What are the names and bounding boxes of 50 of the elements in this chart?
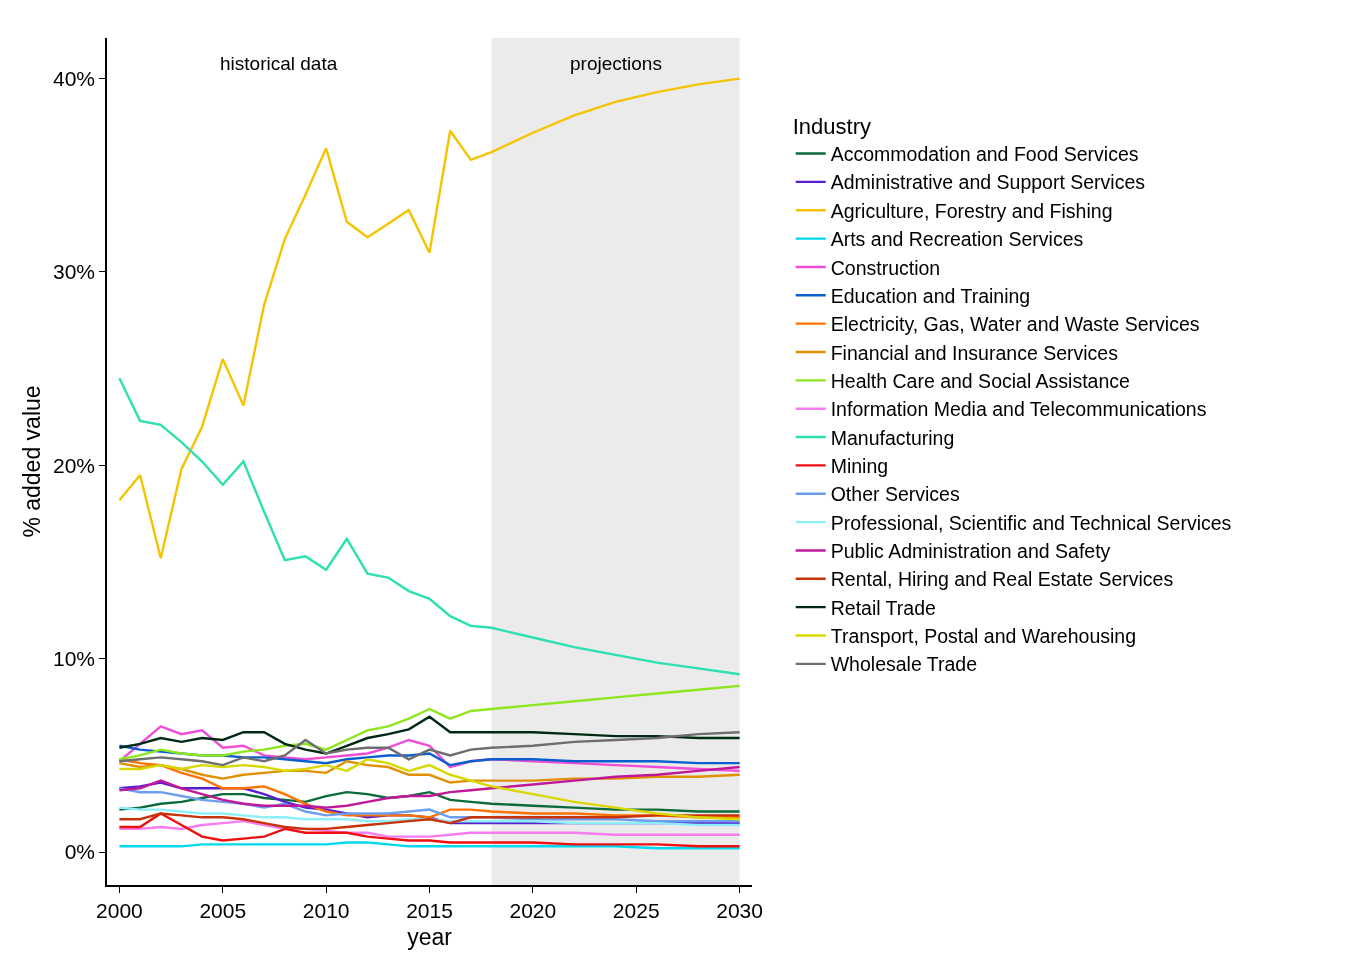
legend-label: Rental, Hiring and Real Estate Services: [830, 568, 1174, 591]
x-axis-title: year: [407, 924, 453, 951]
x-tick-label: 2020: [509, 898, 557, 922]
legend-label: Arts and Recreation Services: [830, 228, 1084, 251]
legend-label: Electricity, Gas, Water and Waste Services: [830, 313, 1200, 336]
legend-label: Financial and Insurance Services: [830, 341, 1119, 364]
legend-label: Construction: [830, 256, 941, 279]
legend-label: Public Administration and Safety: [830, 540, 1111, 563]
legend-label: Agriculture, Forestry and Fishing: [830, 199, 1113, 222]
legend-label: Transport, Postal and Warehousing: [830, 625, 1136, 648]
y-tick-label: 20%: [53, 453, 96, 477]
line-series: [118, 790, 741, 813]
y-tick-label: 40%: [53, 66, 96, 90]
x-tick-label: 2010: [302, 898, 350, 922]
line-series: [118, 731, 741, 767]
x-tick-label: 2000: [96, 898, 143, 922]
legend-label: Information Media and Telecommunications: [830, 398, 1207, 421]
line-series: [118, 744, 741, 767]
x-tick-label: 2025: [612, 898, 660, 922]
legend-label: Manufacturing: [830, 426, 955, 449]
legend-label: Accommodation and Food Services: [830, 143, 1139, 166]
line-series: [118, 787, 741, 823]
legend-label: Other Services: [830, 483, 960, 506]
legend-label: Mining: [830, 454, 889, 477]
line-series: [118, 760, 741, 784]
legend-label: Professional, Scientific and Technical Services: [830, 511, 1232, 534]
x-tick-label: 2005: [199, 898, 247, 922]
band-label: projections: [570, 53, 662, 74]
x-tick-label: 2030: [716, 898, 763, 922]
legend-label: Wholesale Trade: [830, 653, 978, 676]
y-tick-label: 10%: [53, 647, 96, 671]
line-series: [118, 765, 741, 809]
legend-label: Health Care and Social Assistance: [830, 369, 1130, 392]
line-series: [118, 806, 741, 827]
legend-label: Retail Trade: [830, 596, 936, 619]
line-series: [118, 377, 741, 676]
line-series: [118, 812, 741, 848]
y-tick-label: 0%: [64, 840, 96, 864]
line-series: [118, 812, 741, 831]
legend-label: Administrative and Support Services: [830, 171, 1146, 194]
legend-label: Education and Training: [830, 284, 1031, 307]
line-series: [118, 819, 741, 838]
y-tick-label: 30%: [53, 260, 96, 284]
y-axis-title: % added value: [18, 385, 45, 538]
line-series: [118, 715, 741, 755]
x-tick-label: 2015: [406, 898, 453, 922]
line-series: [118, 684, 741, 761]
line-series: [118, 77, 741, 560]
annotation: historical data: [220, 53, 338, 74]
legend-title: Industry: [792, 114, 871, 140]
